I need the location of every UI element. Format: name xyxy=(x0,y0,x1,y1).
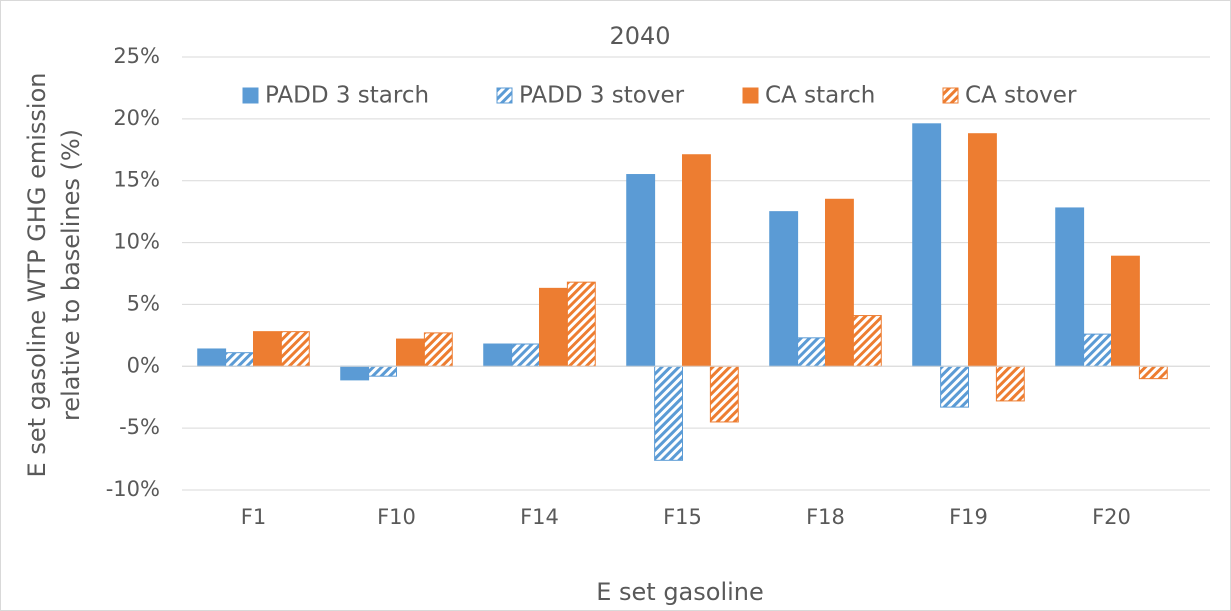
bar xyxy=(912,123,942,367)
y-tick-label: -10% xyxy=(106,477,160,501)
bar xyxy=(626,174,656,367)
bar xyxy=(225,352,255,367)
y-axis-label: relative to baselines (%) xyxy=(57,129,85,421)
bar xyxy=(1111,255,1140,367)
y-tick-label: 0% xyxy=(127,353,160,377)
bar xyxy=(682,154,711,367)
bar xyxy=(1138,365,1168,380)
bar xyxy=(197,348,227,367)
legend-label: CA starch xyxy=(765,83,875,109)
bar xyxy=(1083,333,1112,367)
bar xyxy=(566,281,596,367)
y-tick-label: 15% xyxy=(113,168,160,192)
x-tick-label: F20 xyxy=(1092,505,1131,529)
bar xyxy=(1055,207,1085,367)
bar xyxy=(769,211,799,367)
bar xyxy=(368,365,397,377)
bar xyxy=(253,331,282,367)
legend-swatch xyxy=(242,87,259,104)
x-axis-label: E set gasoline xyxy=(596,578,764,606)
y-tick-label: 20% xyxy=(113,106,160,130)
legend-label: PADD 3 stover xyxy=(519,83,685,109)
x-tick-label: F1 xyxy=(241,505,266,529)
bar xyxy=(511,343,540,367)
bar xyxy=(852,315,882,367)
legend-label: PADD 3 starch xyxy=(265,83,429,109)
bar xyxy=(797,337,826,367)
bar xyxy=(654,365,683,461)
bar xyxy=(968,133,997,367)
x-tick-label: F10 xyxy=(377,505,416,529)
bar xyxy=(940,365,969,408)
x-tick-label: F18 xyxy=(806,505,845,529)
bar xyxy=(340,365,370,381)
y-axis-label: E set gasoline WTP GHG emission xyxy=(23,73,51,478)
x-tick-label: F19 xyxy=(949,505,988,529)
bar xyxy=(280,331,310,367)
bar xyxy=(539,287,568,367)
x-tick-label: F14 xyxy=(520,505,559,529)
chart-title: 2040 xyxy=(609,22,670,50)
y-tick-label: 25% xyxy=(113,44,160,68)
y-tick-label: 5% xyxy=(127,291,160,315)
bar xyxy=(825,198,854,367)
y-tick-label: 10% xyxy=(113,230,160,254)
bar xyxy=(709,365,739,423)
bar xyxy=(995,365,1025,402)
bar xyxy=(396,338,425,367)
bar xyxy=(423,332,453,367)
bar xyxy=(483,343,513,367)
legend-label: CA stover xyxy=(965,83,1077,109)
legend-swatch xyxy=(496,87,513,104)
legend-swatch xyxy=(742,87,759,104)
y-tick-label: -5% xyxy=(119,415,160,439)
legend-swatch xyxy=(942,87,959,104)
x-tick-label: F15 xyxy=(663,505,702,529)
